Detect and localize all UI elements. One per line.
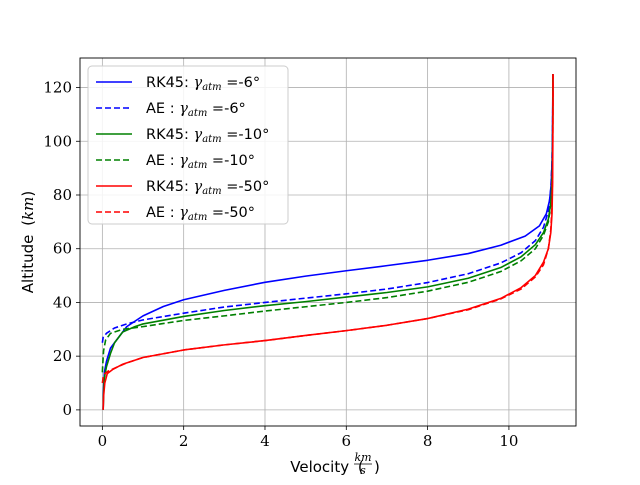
legend-series-name: AE : xyxy=(146,101,179,117)
legend-gamma-subscript: atm xyxy=(202,134,221,145)
plot-frame xyxy=(79,57,577,427)
y-tick-label: 60 xyxy=(53,240,72,258)
y-tick-label: 40 xyxy=(53,293,72,311)
series-layer xyxy=(101,74,554,410)
x-axis-unit-denominator: s xyxy=(360,464,366,477)
x-axis-unit-numerator: km xyxy=(354,451,371,464)
legend-label: AE : γatm =-10° xyxy=(146,153,255,171)
legend-gamma-subscript: atm xyxy=(188,212,207,223)
x-tick-label: 10 xyxy=(499,432,518,450)
legend-gamma-symbol: γ xyxy=(194,127,203,143)
legend-gamma-subscript: atm xyxy=(202,186,221,197)
legend-series-name: AE : xyxy=(146,153,179,169)
y-axis-title-text: Altitude xyxy=(19,235,37,294)
legend-gamma-symbol: γ xyxy=(179,153,188,169)
y-axis-unit-open-paren: ( xyxy=(19,220,37,226)
y-tick-label: 80 xyxy=(53,186,72,204)
legend-gamma-value: =-6° xyxy=(222,75,260,91)
legend-gamma-value: =-6° xyxy=(207,101,245,117)
legend-label: AE : γatm =-6° xyxy=(146,101,246,119)
legend-gamma-value: =-10° xyxy=(222,127,270,143)
legend-gamma-symbol: γ xyxy=(194,179,203,195)
legend-series-name: RK45: xyxy=(146,127,194,143)
legend-gamma-symbol: γ xyxy=(179,101,188,117)
x-axis-unit-fraction: km s xyxy=(354,451,372,477)
y-tick-label: 100 xyxy=(43,132,72,150)
legend-label: RK45: γatm =-50° xyxy=(146,179,269,197)
x-axis-unit-close-paren: ) xyxy=(374,458,380,476)
x-axis-title: Velocity ( xyxy=(290,458,363,476)
x-axis-title-text: Velocity xyxy=(290,458,349,476)
legend-entries: RK45: γatm =-6°AE : γatm =-6°RK45: γatm … xyxy=(96,75,269,223)
legend-series-name: RK45: xyxy=(146,179,194,195)
x-tick-label: 2 xyxy=(179,432,189,450)
series-line-6-ae xyxy=(101,74,554,384)
y-axis-unit: km xyxy=(19,197,37,220)
y-tick-label: 0 xyxy=(62,401,72,419)
legend-label: RK45: γatm =-10° xyxy=(146,127,269,145)
legend-gamma-value: =-50° xyxy=(207,205,255,221)
legend-series-name: AE : xyxy=(146,205,179,221)
legend-gamma-value: =-10° xyxy=(207,153,255,169)
legend-gamma-subscript: atm xyxy=(202,82,221,93)
series-line-2-ae xyxy=(101,74,554,343)
x-axis-unit-open-paren: ( xyxy=(358,458,364,476)
x-tick-label: 0 xyxy=(98,432,108,450)
legend-box xyxy=(87,65,289,225)
y-axis-title: Altitude (km) xyxy=(19,191,37,293)
x-tick-label: 8 xyxy=(423,432,433,450)
series-line-4-ae xyxy=(101,74,554,373)
legend-gamma-subscript: atm xyxy=(188,160,207,171)
legend-label: AE : γatm =-50° xyxy=(146,205,255,223)
legend-gamma-value: =-50° xyxy=(222,179,270,195)
series-line-3-rk45 xyxy=(102,74,554,410)
x-tick-label: 6 xyxy=(342,432,352,450)
legend-series-name: RK45: xyxy=(146,75,194,91)
y-axis-unit-close-paren: ) xyxy=(19,191,37,197)
x-tick-label: 4 xyxy=(260,432,270,450)
legend: RK45: γatm =-6°AE : γatm =-6°RK45: γatm … xyxy=(87,65,289,225)
legend-gamma-subscript: atm xyxy=(188,108,207,119)
legend-gamma-symbol: γ xyxy=(194,75,203,91)
y-tick-label: 120 xyxy=(43,79,72,97)
y-axis-title-line: Altitude (km) xyxy=(19,191,37,293)
y-tick-label: 20 xyxy=(53,347,72,365)
legend-gamma-symbol: γ xyxy=(179,205,188,221)
legend-label: RK45: γatm =-6° xyxy=(146,75,260,93)
